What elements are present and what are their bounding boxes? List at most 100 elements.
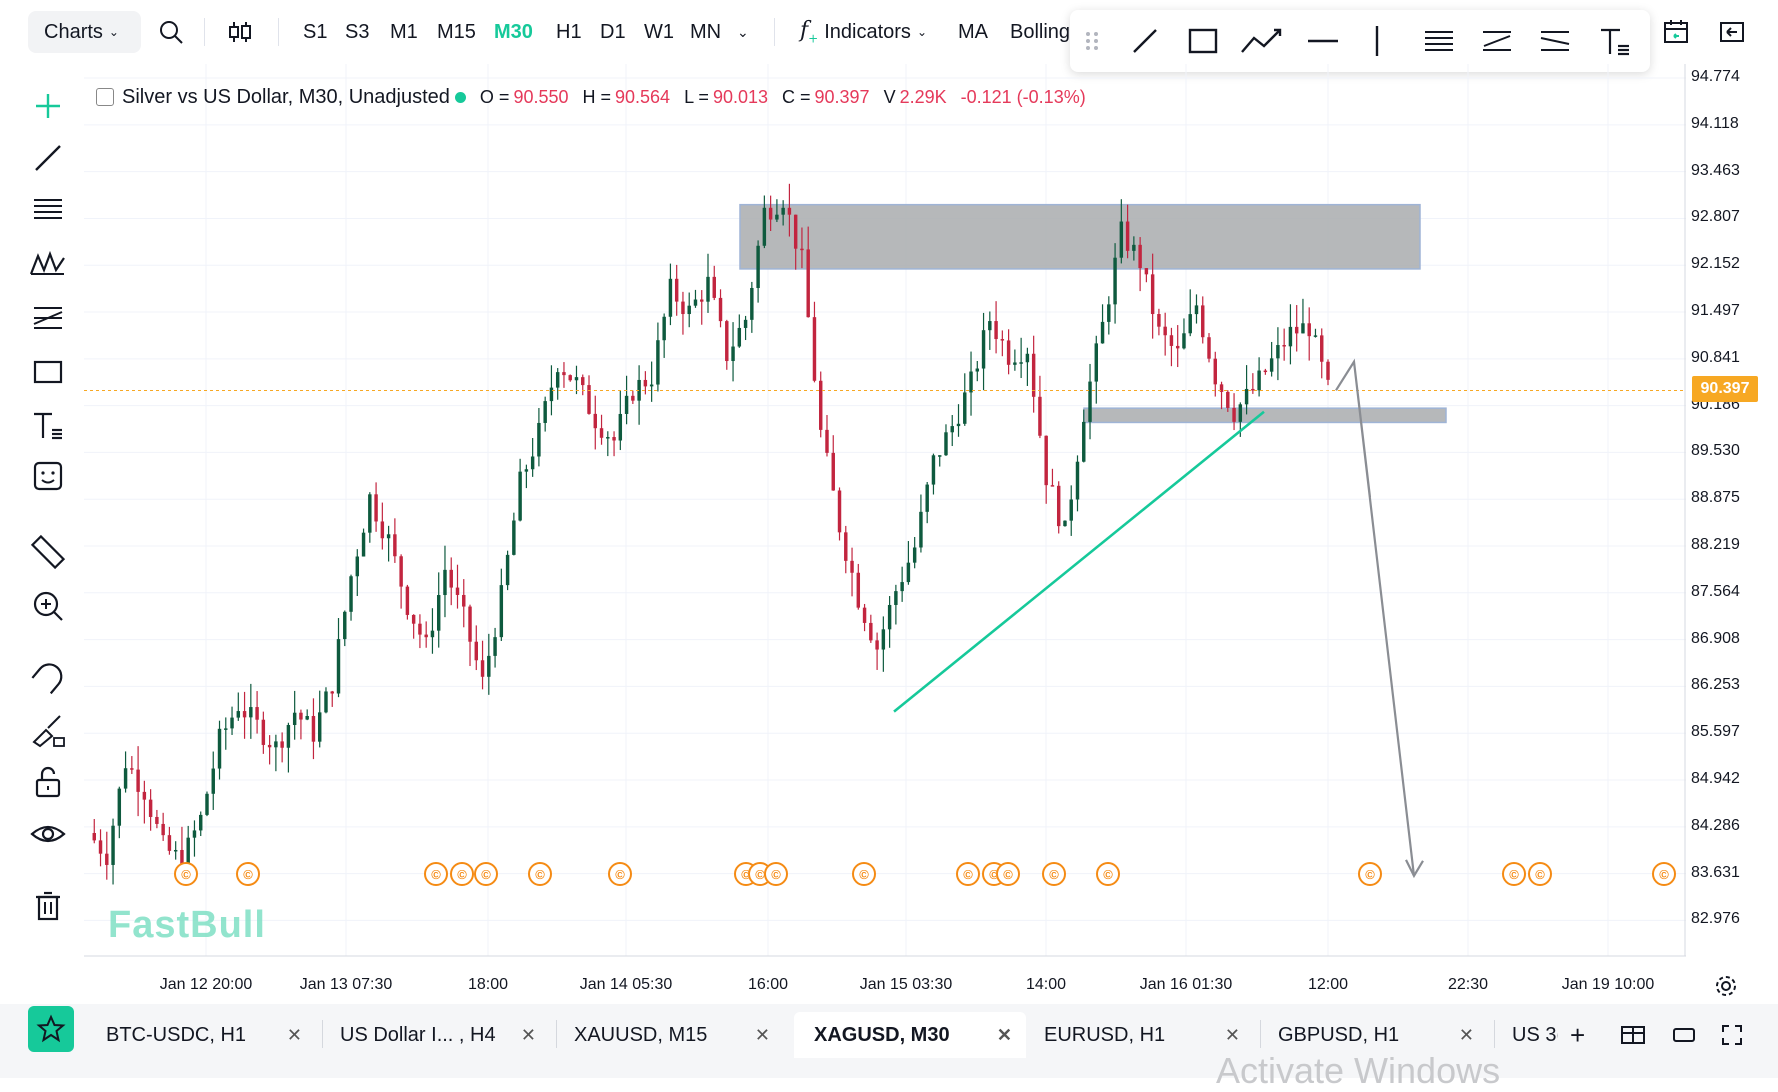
draw-horizontal-line-tool[interactable] xyxy=(1306,24,1340,58)
candle-body xyxy=(217,728,222,769)
candle-body xyxy=(443,569,447,596)
pattern-tool[interactable] xyxy=(28,244,72,284)
close-icon[interactable]: ✕ xyxy=(996,1024,1012,1045)
back-button[interactable] xyxy=(1718,12,1746,52)
minimize-button[interactable] xyxy=(1672,1012,1712,1058)
unlock-tool[interactable] xyxy=(28,762,72,802)
event-marker-icon xyxy=(236,862,260,886)
support-zone xyxy=(1083,407,1447,424)
fib-fan-tool[interactable] xyxy=(1538,24,1572,58)
ma-button[interactable]: MA xyxy=(958,20,988,43)
close-icon[interactable]: ✕ xyxy=(286,1024,302,1045)
fullscreen-button[interactable] xyxy=(1720,1012,1760,1058)
event-marker-icon xyxy=(474,862,498,886)
candle-body xyxy=(1157,314,1161,327)
close-icon[interactable]: ✕ xyxy=(1224,1024,1240,1045)
projection-arrowhead xyxy=(1405,859,1424,879)
timeframe-m15[interactable]: M15 xyxy=(437,20,476,43)
event-marker-glyph: © xyxy=(431,867,441,882)
emoji-tool[interactable] xyxy=(28,456,72,496)
magnet-tool[interactable] xyxy=(28,658,72,698)
draw-vertical-line-tool[interactable] xyxy=(1360,24,1394,58)
calendar-button[interactable] xyxy=(1662,12,1690,52)
close-icon[interactable]: ✕ xyxy=(1458,1024,1474,1045)
draw-path-tool[interactable] xyxy=(1240,24,1282,58)
tab-xauusd[interactable]: XAUUSD, M15 ✕ xyxy=(554,1012,784,1058)
price-chart[interactable]: © © © © © © © © © © © © © © © © © © © © xyxy=(84,64,1686,964)
candle-body xyxy=(1282,345,1286,347)
timeframe-w1[interactable]: W1 xyxy=(644,20,674,43)
trendline-tool[interactable] xyxy=(28,138,72,178)
indicators-button[interactable]: f+ Indicators ⌄ xyxy=(800,12,927,52)
charts-menu-button[interactable]: Charts ⌄ xyxy=(28,11,141,53)
candle-body xyxy=(599,428,604,438)
channel-tool[interactable] xyxy=(28,298,72,338)
candle-body xyxy=(581,377,585,386)
event-marker-glyph: © xyxy=(1103,867,1113,882)
timeframe-more-chevron-icon[interactable]: ⌄ xyxy=(737,23,749,40)
candle-body xyxy=(537,422,541,457)
tab-us-dollar-index[interactable]: US Dollar I... , H4 ✕ xyxy=(320,1012,550,1058)
drag-handle[interactable] xyxy=(1082,24,1116,58)
candle-body xyxy=(793,214,798,249)
crosshair-tool[interactable] xyxy=(28,86,72,126)
layout-button[interactable] xyxy=(1620,1012,1660,1058)
search-button[interactable] xyxy=(158,12,184,52)
candle-body xyxy=(336,639,341,694)
fib-retracement-tool[interactable] xyxy=(1422,24,1456,58)
candle-body xyxy=(1000,339,1005,341)
candle-body xyxy=(649,384,654,387)
zoom-tool[interactable] xyxy=(28,586,72,626)
tab-us30[interactable]: US 3( xyxy=(1492,1012,1558,1058)
tab-eurusd[interactable]: EURUSD, H1 ✕ xyxy=(1024,1012,1254,1058)
text-tool[interactable] xyxy=(28,404,72,444)
delete-drawings-tool[interactable] xyxy=(28,886,72,926)
shape-tool[interactable] xyxy=(28,352,72,392)
close-icon[interactable]: ✕ xyxy=(754,1024,770,1045)
tab-label: XAUUSD, M15 xyxy=(574,1023,708,1046)
candle-body xyxy=(1294,326,1299,334)
draw-line-tool[interactable] xyxy=(1128,24,1162,58)
visibility-tool[interactable] xyxy=(28,814,72,854)
candle-body xyxy=(775,214,779,220)
magnet-icon xyxy=(31,663,63,695)
timeframe-mn[interactable]: MN xyxy=(690,20,722,43)
chart-type-button[interactable] xyxy=(226,12,254,52)
event-marker-glyph: © xyxy=(615,867,625,882)
price-tick-label: 94.118 xyxy=(1691,114,1739,132)
close-icon[interactable]: ✕ xyxy=(520,1024,536,1045)
price-tick-label: 94.774 xyxy=(1691,68,1740,85)
time-tick-label: 22:30 xyxy=(1447,976,1489,993)
divider xyxy=(322,1020,323,1048)
window-icon xyxy=(1673,1028,1695,1042)
candle-body xyxy=(267,744,272,748)
candle-body xyxy=(681,301,685,315)
timeframe-s3[interactable]: S3 xyxy=(345,20,370,43)
tab-btc-usdc[interactable]: BTC-USDC, H1 ✕ xyxy=(86,1012,316,1058)
settings-gear-icon[interactable] xyxy=(1714,974,1738,998)
candle-body xyxy=(1138,244,1142,269)
candle-body xyxy=(543,401,547,423)
event-marker-glyph: © xyxy=(243,867,253,882)
fib-tool[interactable] xyxy=(28,190,72,230)
text-tool[interactable] xyxy=(1598,24,1632,58)
timeframe-m30[interactable]: M30 xyxy=(494,20,533,43)
timeframe-m1[interactable]: M1 xyxy=(390,20,418,43)
timeframe-h1[interactable]: H1 xyxy=(556,20,582,43)
measure-tool[interactable] xyxy=(28,532,72,572)
timeframe-s1[interactable]: S1 xyxy=(303,20,328,43)
add-tab-button[interactable]: + xyxy=(1570,1012,1610,1058)
draw-rectangle-tool[interactable] xyxy=(1186,24,1220,58)
candle-body xyxy=(593,413,597,429)
candle-body xyxy=(668,278,673,317)
timeframe-d1[interactable]: D1 xyxy=(600,20,626,43)
tab-gbpusd[interactable]: GBPUSD, H1 ✕ xyxy=(1258,1012,1488,1058)
candle-body xyxy=(612,437,616,441)
bolling-button[interactable]: Bolling xyxy=(1010,20,1071,43)
lock-drawings-tool[interactable] xyxy=(28,710,72,750)
parallel-channel-tool[interactable] xyxy=(1480,24,1514,58)
candle-body xyxy=(449,569,453,588)
favorites-button[interactable] xyxy=(28,1006,74,1052)
open-value: 90.550 xyxy=(513,86,569,107)
tab-xagusd[interactable]: XAGUSD, M30 ✕ xyxy=(794,1012,1026,1058)
